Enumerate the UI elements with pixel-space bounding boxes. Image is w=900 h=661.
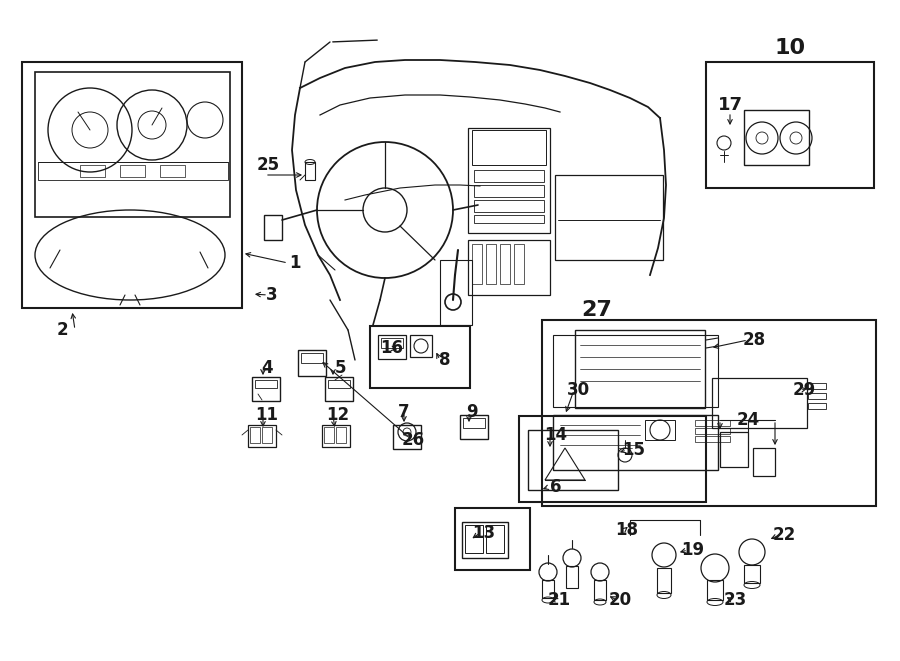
Bar [695,428,730,434]
Text: 28: 28 [742,331,766,349]
Text: 23: 23 [724,591,747,609]
Bar [370,326,470,388]
Bar [808,403,826,409]
Text: 4: 4 [261,359,273,377]
Bar [695,420,730,426]
Text: 16: 16 [381,339,403,357]
Bar [264,215,282,240]
Bar [553,415,718,470]
Text: 15: 15 [623,441,645,459]
Bar [707,580,723,600]
Bar [468,128,550,233]
Bar [712,378,807,428]
Text: 1: 1 [289,254,301,272]
Bar [325,377,353,401]
Bar [455,508,530,570]
Text: 5: 5 [334,359,346,377]
Bar [808,393,826,399]
Text: 29: 29 [792,381,815,399]
Text: 7: 7 [398,403,410,421]
Bar [298,350,326,376]
Bar [542,580,554,598]
Bar [645,420,675,440]
Text: 20: 20 [608,591,632,609]
Bar [528,430,618,490]
Bar [553,335,718,407]
Text: 19: 19 [681,541,705,559]
Bar [328,380,350,388]
Text: 17: 17 [717,96,742,114]
Bar [255,380,277,388]
Text: 2: 2 [56,321,68,339]
Bar [462,522,508,558]
Bar [465,525,483,553]
Bar [474,215,544,223]
Bar [262,427,272,443]
Bar [695,436,730,442]
Bar [706,62,874,188]
Text: 13: 13 [472,524,496,542]
Text: 10: 10 [774,38,806,58]
Bar [566,566,578,588]
Text: 22: 22 [772,526,796,544]
Bar [657,568,671,593]
Bar [594,580,606,600]
Text: 24: 24 [736,411,760,429]
Text: 27: 27 [581,300,612,320]
Bar [460,415,488,439]
Bar [38,162,228,180]
Text: 21: 21 [547,591,571,609]
Bar [440,260,472,325]
Bar [160,165,185,177]
Bar [474,200,544,212]
Text: 25: 25 [256,156,280,174]
Bar [474,170,544,182]
Bar [519,416,706,502]
Text: 11: 11 [256,406,278,424]
Bar [120,165,145,177]
Bar [80,165,105,177]
Text: 8: 8 [439,351,451,369]
Bar [486,244,496,284]
Bar [252,377,280,401]
Bar [720,432,748,467]
Bar [324,427,334,443]
Bar [463,418,485,428]
Text: 6: 6 [550,478,562,496]
Text: 12: 12 [327,406,349,424]
Bar [248,425,276,447]
Bar [472,130,546,165]
Bar [474,185,544,197]
Bar [555,175,663,260]
Bar [744,565,760,583]
Bar [336,427,346,443]
Bar [250,427,260,443]
Text: 26: 26 [401,431,425,449]
Bar [301,353,323,363]
Bar [472,244,482,284]
Bar [808,383,826,389]
Text: 30: 30 [566,381,590,399]
Bar [744,110,809,165]
Bar [322,425,350,447]
Bar [514,244,524,284]
Bar [753,448,775,476]
Bar [410,335,432,357]
Bar [305,162,315,180]
Bar [468,240,550,295]
Text: 14: 14 [544,426,568,444]
Bar [35,72,230,217]
Bar [486,525,504,553]
Bar [381,338,403,348]
Bar [378,335,406,359]
Bar [393,425,421,449]
Bar [500,244,510,284]
Text: 3: 3 [266,286,278,304]
Bar [22,62,242,308]
Bar [542,320,876,506]
Text: 18: 18 [616,521,638,539]
Bar [575,330,705,408]
Text: 9: 9 [466,403,478,421]
